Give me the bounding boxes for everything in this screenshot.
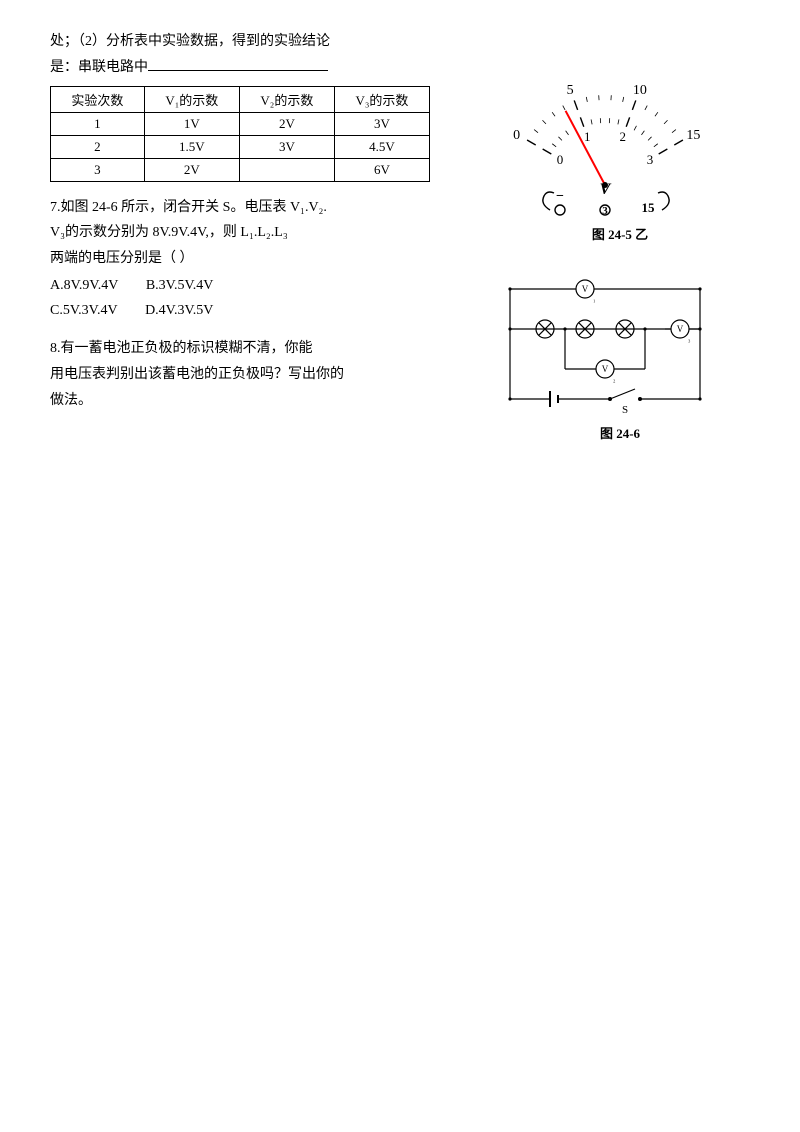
svg-text:3: 3 [602,205,608,217]
opt-b: B.3V.5V.4V [146,273,214,298]
voltmeter-svg: 0 5 10 15 0 1 2 3 − V 3 15 [490,70,720,220]
q8-line3: 做法。 [50,389,460,413]
q6-line2-pre: 是：串联电路中 [50,60,148,75]
svg-text:₃: ₃ [688,335,691,343]
opt-c: C.5V.3V.4V [50,298,118,323]
voltmeter-figure: 0 5 10 15 0 1 2 3 − V 3 15 图 24-5 乙 [490,70,750,243]
q6-line2: 是：串联电路中 [50,56,460,80]
svg-text:5: 5 [567,83,574,98]
blank-underline [148,57,328,71]
voltmeter-caption: 图 24-5 乙 [490,224,750,243]
left-column: 处；（2）分析表中实验数据，得到的实验结论 是：串联电路中 实验次数 V₁的示数… [50,30,460,442]
th-1: V₁的示数 [144,86,239,112]
svg-text:V: V [602,364,609,374]
svg-text:15: 15 [642,200,656,215]
q8-line1: 8.有一蓄电池正负极的标识模糊不清，你能 [50,337,460,361]
circuit-figure: SV₁V₃V₂ 图 24-6 [490,269,750,442]
table-row: 3 2V 6V [51,158,430,181]
right-column: 0510150123−V315 图 24-5 乙 SV₁V₃V₂ 图 24-6 [490,30,750,442]
circuit-svg: SV₁V₃V₂ [490,269,720,419]
q7-line1: 7.如图 24-6 所示，闭合开关 S。电压表 V₁.V₂. [50,196,460,220]
q7-options: A.8V.9V.4V B.3V.5V.4V C.5V.3V.4V D.4V.3V… [50,273,460,323]
svg-text:₁: ₁ [593,295,595,303]
q6-line1: 处；（2）分析表中实验数据，得到的实验结论 [50,30,460,54]
svg-text:3: 3 [647,152,654,167]
table-row: 2 1.5V 3V 4.5V [51,135,430,158]
q7-line3: 两端的电压分别是（ ） [50,247,460,271]
svg-text:V: V [600,181,612,198]
circuit-caption: 图 24-6 [490,423,750,442]
q7-line2: V₃的示数分别为 8V.9V.4V,，则 L₁.L₂.L₃ [50,221,460,245]
svg-text:−: − [556,189,564,204]
svg-text:0: 0 [513,128,520,143]
th-2: V₂的示数 [239,86,334,112]
svg-text:2: 2 [620,129,627,144]
svg-text:0: 0 [557,152,564,167]
svg-text:15: 15 [686,128,700,143]
svg-text:V: V [677,324,684,334]
q6-table: 实验次数 V₁的示数 V₂的示数 V₃的示数 1 1V 2V 3V 2 1.5V… [50,86,430,182]
th-3: V₃的示数 [334,86,429,112]
svg-text:1: 1 [584,129,591,144]
q7-block: 7.如图 24-6 所示，闭合开关 S。电压表 V₁.V₂. V₃的示数分别为 … [50,196,460,324]
th-0: 实验次数 [51,86,145,112]
svg-text:10: 10 [633,83,647,98]
svg-text:S: S [622,404,628,416]
opt-a: A.8V.9V.4V [50,273,118,298]
q8-block: 8.有一蓄电池正负极的标识模糊不清，你能 用电压表判别出该蓄电池的正负极吗？写出… [50,337,460,412]
opt-d: D.4V.3V.5V [145,298,213,323]
q8-line2: 用电压表判别出该蓄电池的正负极吗？写出你的 [50,363,460,387]
table-row: 1 1V 2V 3V [51,112,430,135]
svg-text:V: V [582,284,589,294]
svg-text:₂: ₂ [613,375,616,383]
